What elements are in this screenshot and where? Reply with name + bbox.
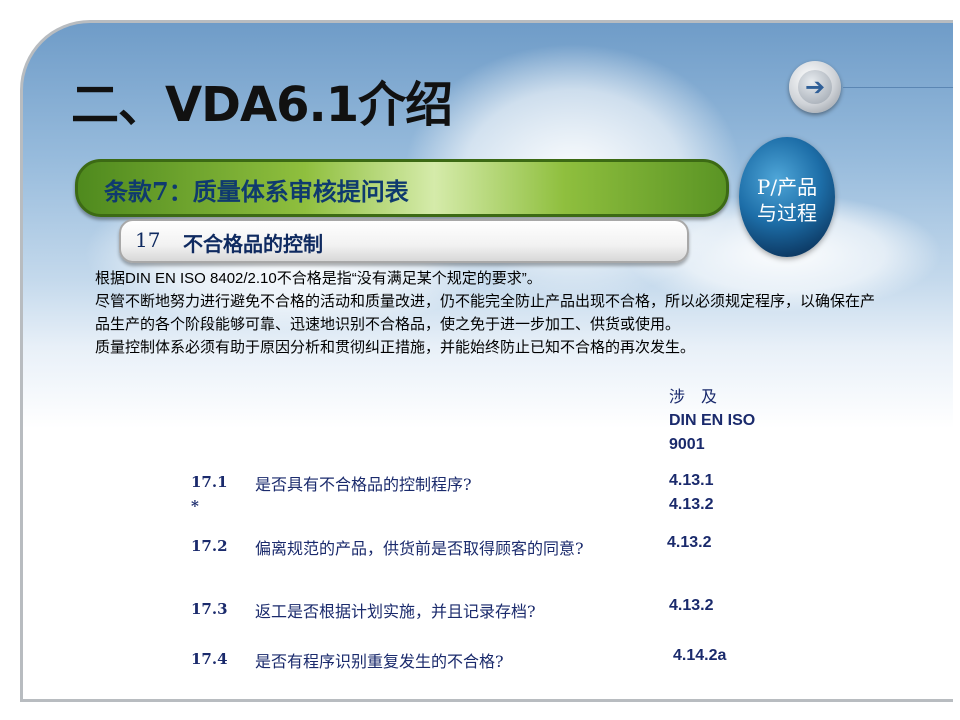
- subsection-banner: 17 不合格品的控制: [119, 219, 689, 263]
- section-title: 条款7：质量体系审核提问表: [104, 177, 409, 206]
- question-ref: 4.13.2: [669, 597, 714, 614]
- question-ref: 4.13.2: [667, 534, 712, 551]
- globe-label: 与过程: [757, 201, 817, 225]
- question-ref: 4.14.2a: [673, 647, 727, 664]
- subsection-title: 不合格品的控制: [183, 232, 323, 256]
- paragraph: 质量控制体系必须有助于原因分析和贯彻纠正措施，并能始终防止已知不合格的再次发生。: [95, 339, 696, 356]
- reference-header-line: 9001: [669, 436, 705, 453]
- reference-header: 涉 及 DIN EN ISO 9001: [669, 385, 755, 457]
- question-number: 17.1: [191, 473, 228, 491]
- question-number: 17.2: [191, 537, 228, 555]
- globe-icon: P/产品 与过程: [739, 137, 835, 257]
- question-mark: *: [191, 497, 199, 515]
- arrow-right-icon: ➔: [798, 70, 832, 104]
- body-text: 根据DIN EN ISO 8402/2.10不合格是指“没有满足某个规定的要求”…: [95, 267, 875, 359]
- divider: [843, 87, 953, 88]
- question-ref: 4.13.1: [669, 472, 714, 489]
- section-banner: 条款7：质量体系审核提问表: [75, 159, 729, 217]
- reference-header-line: DIN EN ISO: [669, 412, 756, 429]
- paragraph: 尽管不断地努力进行避免不合格的活动和质量改进，仍不能完全防止产品出现不合格，所以…: [95, 293, 876, 333]
- question-number: 17.4: [191, 650, 228, 668]
- question-ref: 4.13.2: [669, 496, 714, 513]
- reference-header-line: 涉 及: [669, 387, 718, 406]
- question-number: 17.3: [191, 600, 228, 618]
- globe-label: P/产品: [756, 175, 818, 199]
- paragraph: 根据DIN EN ISO 8402/2.10不合格是指“没有满足某个规定的要求”…: [95, 270, 542, 287]
- question-text: 是否具有不合格品的控制程序?: [255, 475, 472, 494]
- subsection-number: 17: [135, 228, 161, 252]
- question-text: 返工是否根据计划实施，并且记录存档?: [255, 602, 536, 621]
- question-text: 偏离规范的产品，供货前是否取得顾客的同意?: [255, 539, 584, 558]
- next-button[interactable]: ➔: [789, 61, 841, 113]
- question-text: 是否有程序识别重复发生的不合格?: [255, 652, 504, 671]
- slide-title: 二、VDA6.1介绍: [71, 77, 453, 133]
- slide-frame: 二、VDA6.1介绍 ➔ 条款7：质量体系审核提问表 17 不合格品的控制 P/…: [20, 20, 953, 702]
